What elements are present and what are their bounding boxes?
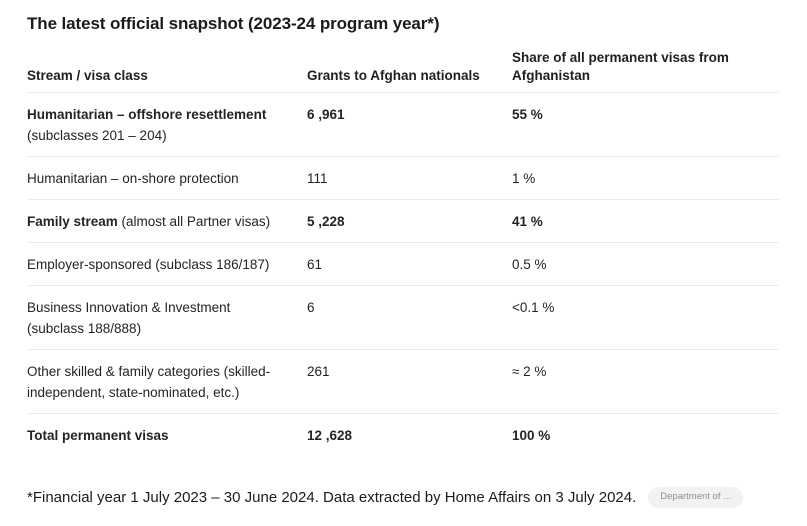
table-row: Business Innovation & Investment (subcla… bbox=[27, 285, 779, 350]
table-row: Other skilled & family categories (skill… bbox=[27, 349, 779, 414]
grants-cell: 12 ,628 bbox=[307, 428, 353, 443]
grants-cell: 61 bbox=[307, 242, 512, 286]
stream-subtext: (subclass 188/888) bbox=[27, 321, 142, 336]
share-cell: 1 % bbox=[512, 156, 779, 200]
grants-cell: 6 ,961 bbox=[307, 92, 512, 157]
column-header-share: Share of all permanent visas from Afghan… bbox=[512, 49, 779, 93]
stream-name: Total permanent visas bbox=[27, 428, 169, 443]
snapshot-document: The latest official snapshot (2023-24 pr… bbox=[27, 14, 779, 508]
grants-cell: 111 bbox=[307, 156, 512, 200]
stream-name: Humanitarian – on-shore protection bbox=[27, 171, 239, 186]
grants-cell: 261 bbox=[307, 349, 512, 414]
source-citation-chip[interactable]: Department of ... bbox=[648, 487, 744, 508]
share-cell: 41 % bbox=[512, 199, 779, 243]
stream-name: Family stream (almost all Partner visas) bbox=[27, 214, 271, 229]
stream-cell: Family stream (almost all Partner visas) bbox=[27, 199, 307, 243]
stream-cell: Total permanent visas bbox=[27, 414, 307, 457]
table-row: Humanitarian – on-shore protection 111 1… bbox=[27, 156, 779, 200]
stream-name: Business Innovation & Investment bbox=[27, 300, 231, 315]
stream-name: Employer-sponsored (subclass 186/187) bbox=[27, 257, 270, 272]
share-cell: <0.1 % bbox=[512, 285, 779, 350]
stream-cell: Business Innovation & Investment (subcla… bbox=[27, 285, 307, 350]
table-row: Family stream (almost all Partner visas)… bbox=[27, 199, 779, 243]
stream-subtext: (subclasses 201 – 204) bbox=[27, 128, 167, 143]
column-header-grants: Grants to Afghan nationals bbox=[307, 49, 512, 93]
table-header-row: Stream / visa class Grants to Afghan nat… bbox=[27, 49, 779, 93]
table-row: Humanitarian – offshore resettlement (su… bbox=[27, 92, 779, 157]
column-header-stream: Stream / visa class bbox=[27, 49, 307, 93]
table-row: Employer-sponsored (subclass 186/187) 61… bbox=[27, 242, 779, 286]
grants-cell: 6 bbox=[307, 285, 512, 350]
stream-cell: Employer-sponsored (subclass 186/187) bbox=[27, 242, 307, 286]
visa-snapshot-table: Stream / visa class Grants to Afghan nat… bbox=[27, 49, 779, 456]
stream-cell: Humanitarian – offshore resettlement (su… bbox=[27, 92, 307, 157]
stream-name: Other skilled & family categories (skill… bbox=[27, 364, 271, 379]
share-cell: 100 % bbox=[512, 428, 551, 443]
stream-cell: Humanitarian – on-shore protection bbox=[27, 156, 307, 200]
grants-cell: 5 ,228 bbox=[307, 199, 512, 243]
table-row-total: Total permanent visas 12 ,628 100 % bbox=[27, 414, 779, 457]
stream-subtext: independent, state-nominated, etc.) bbox=[27, 385, 240, 400]
page-title: The latest official snapshot (2023-24 pr… bbox=[27, 14, 440, 33]
footnote-row: *Financial year 1 July 2023 – 30 June 20… bbox=[27, 487, 779, 508]
share-cell: ≈ 2 % bbox=[512, 349, 779, 414]
footnote-text: *Financial year 1 July 2023 – 30 June 20… bbox=[27, 488, 637, 506]
stream-name: Humanitarian – offshore resettlement bbox=[27, 107, 267, 122]
share-cell: 0.5 % bbox=[512, 242, 779, 286]
share-cell: 55 % bbox=[512, 92, 779, 157]
stream-cell: Other skilled & family categories (skill… bbox=[27, 349, 307, 414]
